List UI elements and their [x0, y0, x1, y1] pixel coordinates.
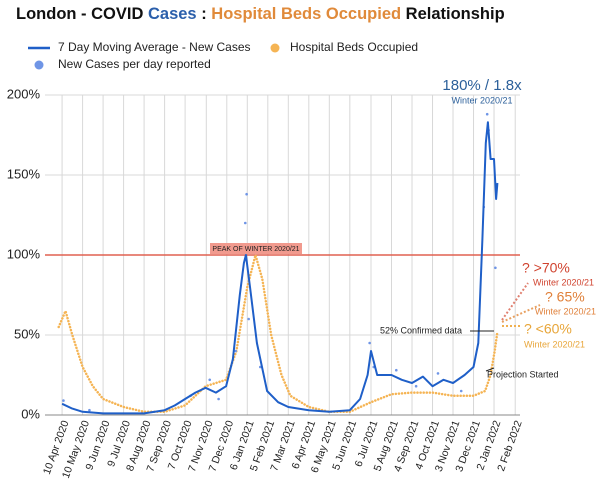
annotation: 180% / 1.8x: [442, 77, 522, 94]
case-point: [234, 349, 237, 353]
legend: 7 Day Moving Average - New Cases Hospita…: [28, 40, 418, 71]
annotation: ? >70%: [522, 260, 570, 276]
case-point: [62, 399, 65, 402]
annotations: PEAK OF WINTER 2020/21 180% / 1.8x Winte…: [210, 77, 596, 379]
case-point: [243, 221, 247, 225]
legend-dot: [270, 43, 280, 53]
arrow: [501, 282, 529, 321]
legend-label: 7 Day Moving Average - New Cases: [58, 40, 251, 54]
case-point: [485, 112, 489, 116]
y-tick-label: 100%: [7, 246, 41, 261]
y-tick-label: 150%: [7, 166, 41, 181]
annotation: 52% Confirmed data: [380, 325, 462, 335]
annotation: Projection Started: [487, 369, 559, 379]
arrow: [501, 304, 541, 323]
title-part: London - COVID: [16, 5, 148, 23]
case-point: [368, 341, 371, 345]
annotation: Winter 2020/21: [533, 277, 594, 287]
chart-title: London - COVID Cases : Hospital Beds Occ…: [16, 5, 505, 23]
title-part: :: [197, 5, 212, 23]
case-point: [414, 384, 418, 388]
beds-dots: [57, 250, 499, 414]
title-part: Relationship: [401, 5, 505, 23]
case-point: [436, 372, 440, 375]
annotation: Winter 2020/21: [535, 306, 596, 316]
arrow: [485, 367, 495, 372]
case-point: [394, 368, 398, 372]
case-point: [247, 317, 250, 321]
cases-line: [61, 121, 499, 415]
y-tick-label: 50%: [14, 326, 40, 341]
y-tick-label: 200%: [7, 86, 41, 101]
case-point: [208, 378, 212, 382]
annotation: ? 65%: [545, 289, 585, 305]
annotation: ? <60%: [524, 321, 572, 337]
case-point: [494, 266, 497, 270]
legend-label: Hospital Beds Occupied: [290, 40, 418, 54]
legend-label: New Cases per day reported: [58, 57, 211, 71]
annotation: Winter 2020/21: [451, 95, 512, 105]
case-point: [459, 389, 463, 393]
annotation: PEAK OF WINTER 2020/21: [212, 246, 299, 253]
legend-dot: [34, 60, 44, 70]
case-point: [88, 408, 91, 412]
title-part: Hospital Beds Occupied: [211, 5, 401, 23]
annotation: Winter 2020/21: [524, 339, 585, 349]
y-tick-label: 0%: [21, 406, 40, 421]
case-point: [217, 397, 220, 401]
annotation-box: [210, 243, 302, 254]
case-point: [245, 192, 248, 196]
title-part: Cases: [148, 5, 197, 23]
